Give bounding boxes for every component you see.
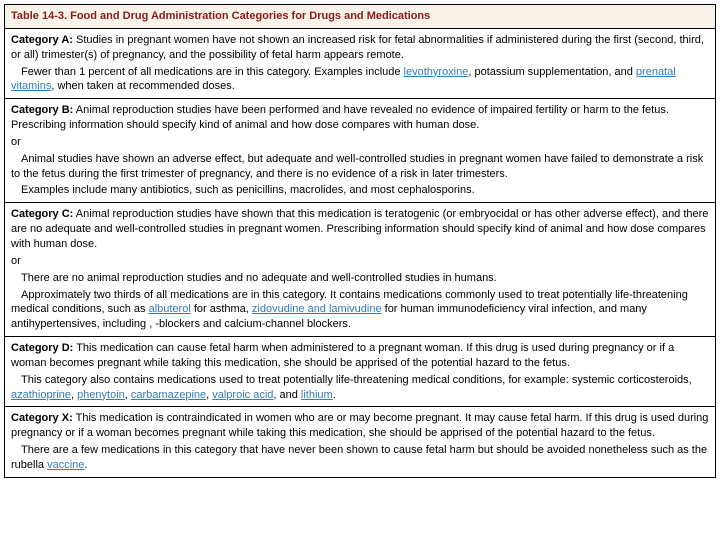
valproic-acid-link[interactable]: valproic acid bbox=[212, 389, 273, 401]
cat-d-p2: This category also contains medications … bbox=[11, 373, 709, 403]
table-title: Table 14-3. Food and Drug Administration… bbox=[5, 5, 716, 29]
carbamazepine-link[interactable]: carbamazepine bbox=[131, 389, 206, 401]
category-b-cell: Category B: Animal reproduction studies … bbox=[5, 99, 716, 203]
phenytoin-link[interactable]: phenytoin bbox=[77, 389, 125, 401]
cat-x-p1: This medication is contraindicated in wo… bbox=[11, 412, 708, 439]
cat-b-p3: Examples include many antibiotics, such … bbox=[11, 183, 709, 198]
albuterol-link[interactable]: albuterol bbox=[149, 303, 191, 315]
cat-b-or: or bbox=[11, 135, 709, 150]
cat-x-p2: There are a few medications in this cate… bbox=[11, 443, 709, 473]
levothyroxine-link[interactable]: levothyroxine bbox=[404, 66, 469, 78]
azathioprine-link[interactable]: azathioprine bbox=[11, 389, 71, 401]
cat-d-p1: This medication can cause fetal harm whe… bbox=[11, 342, 674, 369]
cat-c-label: Category C: bbox=[11, 208, 73, 220]
zidovudine-lamivudine-link[interactable]: zidovudine and lamivudine bbox=[252, 303, 382, 315]
cat-c-p2: There are no animal reproduction studies… bbox=[11, 271, 709, 286]
cat-b-label: Category B: bbox=[11, 104, 73, 116]
cat-c-or: or bbox=[11, 254, 709, 269]
category-x-cell: Category X: This medication is contraind… bbox=[5, 407, 716, 477]
cat-b-p2: Animal studies have shown an adverse eff… bbox=[11, 152, 709, 182]
cat-c-p1: Animal reproduction studies have shown t… bbox=[11, 208, 708, 250]
vaccine-link[interactable]: vaccine bbox=[47, 459, 84, 471]
cat-x-label: Category X: bbox=[11, 412, 73, 424]
cat-a-p2: Fewer than 1 percent of all medications … bbox=[11, 65, 709, 95]
fda-categories-table: Table 14-3. Food and Drug Administration… bbox=[4, 4, 716, 478]
cat-a-label: Category A: bbox=[11, 34, 73, 46]
lithium-link[interactable]: lithium bbox=[301, 389, 333, 401]
category-c-cell: Category C: Animal reproduction studies … bbox=[5, 203, 716, 337]
cat-d-label: Category D: bbox=[11, 342, 73, 354]
cat-a-p1: Studies in pregnant women have not shown… bbox=[11, 34, 704, 61]
cat-c-p3: Approximately two thirds of all medicati… bbox=[11, 288, 709, 333]
category-a-cell: Category A: Studies in pregnant women ha… bbox=[5, 28, 716, 98]
cat-b-p1: Animal reproduction studies have been pe… bbox=[11, 104, 669, 131]
category-d-cell: Category D: This medication can cause fe… bbox=[5, 337, 716, 407]
